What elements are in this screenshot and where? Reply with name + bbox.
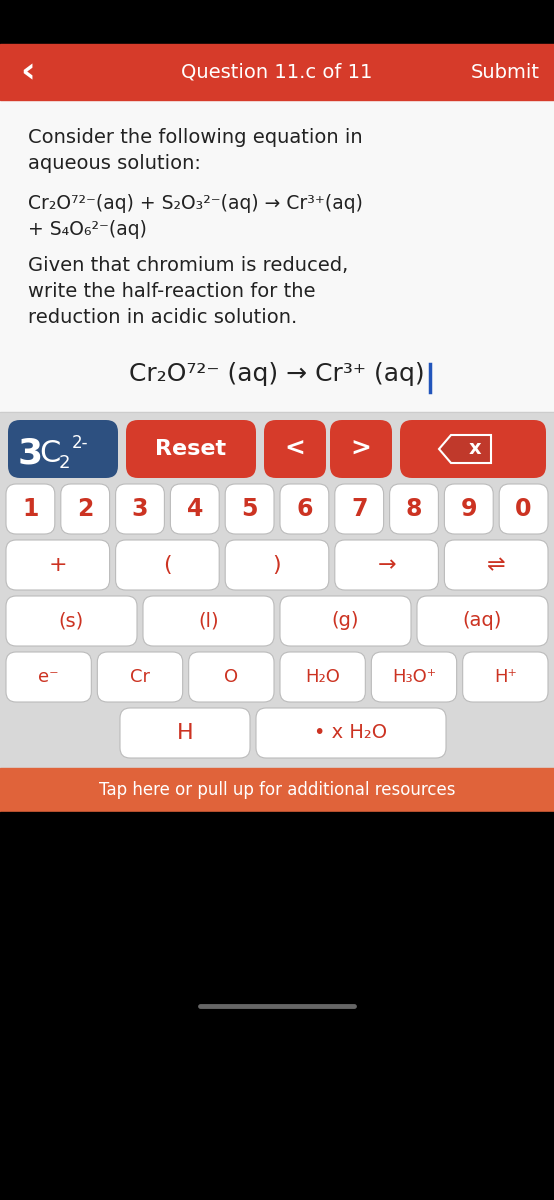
Text: 3: 3 xyxy=(132,497,148,521)
Text: H₃O⁺: H₃O⁺ xyxy=(392,668,436,686)
FancyBboxPatch shape xyxy=(116,540,219,590)
FancyBboxPatch shape xyxy=(116,484,165,534)
Text: Given that chromium is reduced,: Given that chromium is reduced, xyxy=(28,256,348,275)
Text: Cr₂O⁷²⁻(aq) + S₂O₃²⁻(aq) → Cr³⁺(aq): Cr₂O⁷²⁻(aq) + S₂O₃²⁻(aq) → Cr³⁺(aq) xyxy=(28,194,363,214)
Text: Cr: Cr xyxy=(130,668,150,686)
Text: + S₄O₆²⁻(aq): + S₄O₆²⁻(aq) xyxy=(28,220,147,239)
Text: Question 11.c of 11: Question 11.c of 11 xyxy=(181,62,373,82)
FancyBboxPatch shape xyxy=(8,420,118,478)
Text: 2: 2 xyxy=(58,454,70,472)
Text: C: C xyxy=(39,438,61,468)
Text: Submit: Submit xyxy=(471,62,540,82)
FancyBboxPatch shape xyxy=(120,708,250,758)
Text: >: > xyxy=(351,437,371,461)
FancyBboxPatch shape xyxy=(371,652,456,702)
FancyBboxPatch shape xyxy=(264,420,326,478)
FancyBboxPatch shape xyxy=(444,484,493,534)
FancyBboxPatch shape xyxy=(389,484,438,534)
FancyBboxPatch shape xyxy=(225,484,274,534)
Bar xyxy=(0,768,554,812)
Text: (s): (s) xyxy=(59,612,84,630)
Text: 2: 2 xyxy=(77,497,94,521)
Text: →: → xyxy=(377,554,396,575)
FancyBboxPatch shape xyxy=(280,484,329,534)
Text: Cr₂O⁷²⁻ (aq) → Cr³⁺ (aq): Cr₂O⁷²⁻ (aq) → Cr³⁺ (aq) xyxy=(129,362,425,386)
FancyBboxPatch shape xyxy=(6,652,91,702)
Bar xyxy=(0,44,554,100)
Text: 9: 9 xyxy=(460,497,477,521)
FancyBboxPatch shape xyxy=(6,596,137,646)
FancyBboxPatch shape xyxy=(463,652,548,702)
FancyBboxPatch shape xyxy=(61,484,110,534)
FancyBboxPatch shape xyxy=(280,652,365,702)
FancyBboxPatch shape xyxy=(499,484,548,534)
Bar xyxy=(0,0,554,44)
Text: 7: 7 xyxy=(351,497,367,521)
Text: x: x xyxy=(469,439,481,458)
Text: Tap here or pull up for additional resources: Tap here or pull up for additional resou… xyxy=(99,781,455,799)
Text: ‹: ‹ xyxy=(20,55,35,89)
Bar xyxy=(0,412,554,1122)
Text: reduction in acidic solution.: reduction in acidic solution. xyxy=(28,308,297,326)
Bar xyxy=(0,100,554,710)
Text: (: ( xyxy=(163,554,172,575)
Text: (g): (g) xyxy=(332,612,359,630)
Text: Consider the following equation in: Consider the following equation in xyxy=(28,128,363,146)
Text: 2-: 2- xyxy=(72,434,88,452)
FancyBboxPatch shape xyxy=(280,596,411,646)
Text: H₂O: H₂O xyxy=(305,668,340,686)
Text: 1: 1 xyxy=(22,497,39,521)
FancyBboxPatch shape xyxy=(126,420,256,478)
FancyBboxPatch shape xyxy=(189,652,274,702)
Bar xyxy=(0,812,554,1200)
FancyBboxPatch shape xyxy=(400,420,546,478)
Text: ⇌: ⇌ xyxy=(487,554,505,575)
FancyBboxPatch shape xyxy=(335,484,383,534)
Text: +: + xyxy=(49,554,67,575)
Text: <: < xyxy=(285,437,305,461)
Text: 6: 6 xyxy=(296,497,312,521)
Text: 0: 0 xyxy=(515,497,532,521)
FancyBboxPatch shape xyxy=(171,484,219,534)
Text: (aq): (aq) xyxy=(463,612,502,630)
Text: aqueous solution:: aqueous solution: xyxy=(28,154,201,173)
FancyBboxPatch shape xyxy=(6,484,55,534)
FancyBboxPatch shape xyxy=(143,596,274,646)
Text: ): ) xyxy=(273,554,281,575)
Text: Reset: Reset xyxy=(156,439,227,458)
Text: H⁺: H⁺ xyxy=(494,668,517,686)
Text: 5: 5 xyxy=(242,497,258,521)
FancyBboxPatch shape xyxy=(444,540,548,590)
Text: 4: 4 xyxy=(187,497,203,521)
FancyBboxPatch shape xyxy=(98,652,183,702)
FancyBboxPatch shape xyxy=(417,596,548,646)
FancyBboxPatch shape xyxy=(330,420,392,478)
Polygon shape xyxy=(439,434,491,463)
Text: • x H₂O: • x H₂O xyxy=(315,724,388,743)
FancyBboxPatch shape xyxy=(256,708,446,758)
Text: H: H xyxy=(177,722,193,743)
FancyBboxPatch shape xyxy=(335,540,438,590)
Text: e⁻: e⁻ xyxy=(38,668,59,686)
Text: write the half-reaction for the: write the half-reaction for the xyxy=(28,282,315,301)
Text: O: O xyxy=(224,668,238,686)
Text: 8: 8 xyxy=(406,497,422,521)
FancyBboxPatch shape xyxy=(6,540,110,590)
Text: (l): (l) xyxy=(198,612,219,630)
Text: 3: 3 xyxy=(17,436,43,470)
FancyBboxPatch shape xyxy=(225,540,329,590)
